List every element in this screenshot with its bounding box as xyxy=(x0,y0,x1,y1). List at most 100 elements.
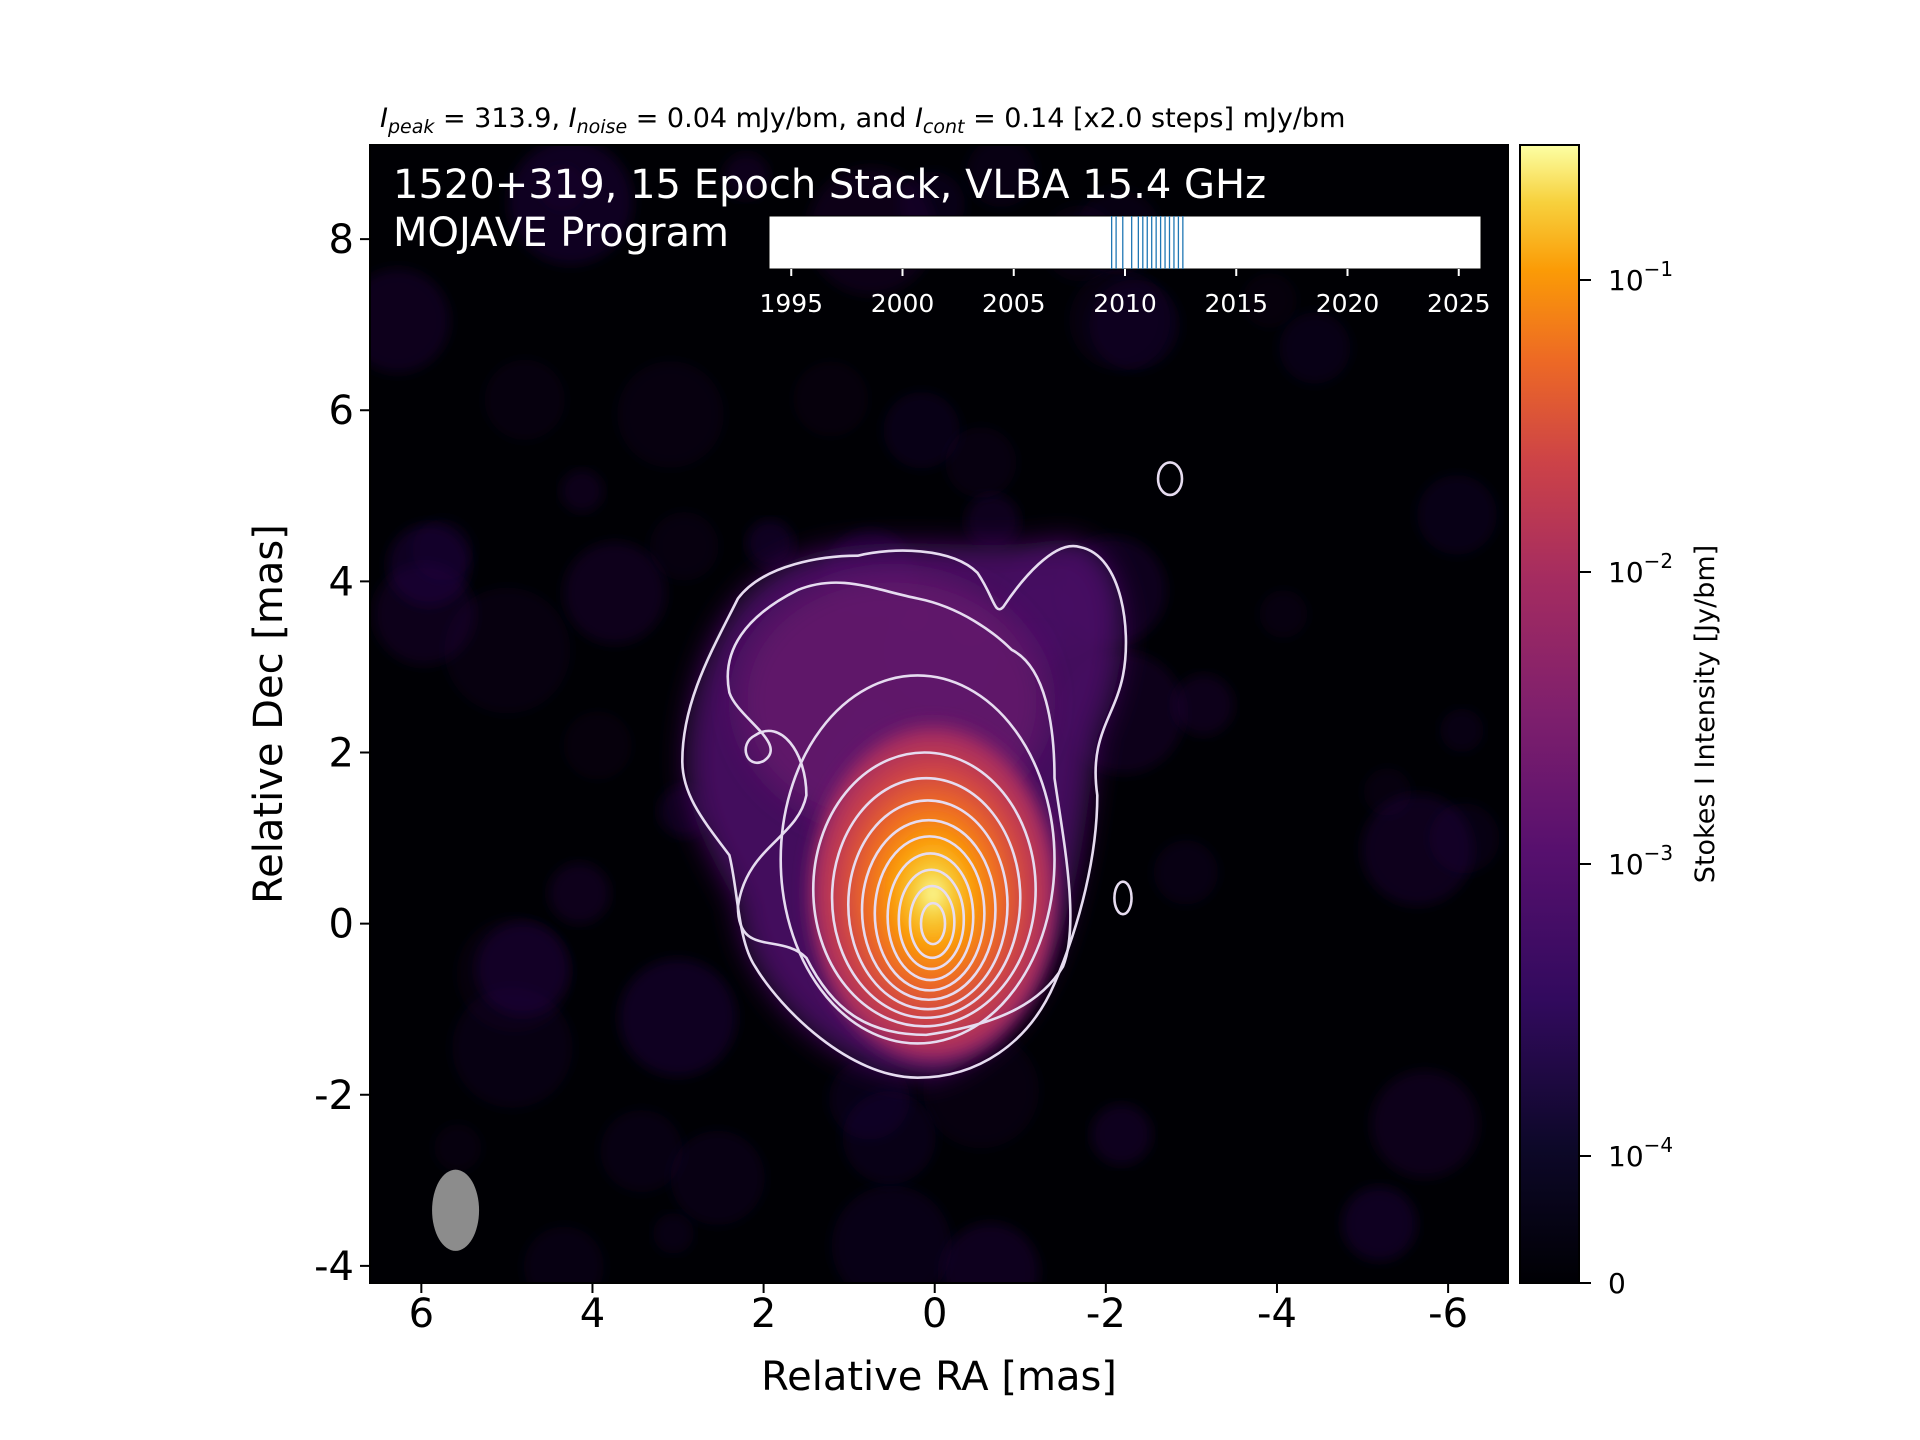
noise-blob xyxy=(966,145,1036,207)
contour-level-1 xyxy=(681,544,1128,1079)
chart-title: Ipeak = 313.9, Inoise = 0.04 mJy/bm, and… xyxy=(380,103,1345,138)
title-part: noise xyxy=(577,116,628,138)
noise-blob xyxy=(434,1124,482,1172)
epoch-timeline: 1995 2000 2005 2010 2015 2020 2025 xyxy=(759,215,1491,318)
y-tick-label: 4 xyxy=(329,559,354,605)
noise-blob xyxy=(842,1091,936,1185)
x-tick-label: 0 xyxy=(922,1291,947,1337)
contour-island xyxy=(1156,461,1184,497)
noise-blob xyxy=(1153,840,1218,905)
colorbar-label: Stokes I Intensity [Jy/bm] xyxy=(1690,545,1721,883)
x-axis: 6 4 2 0 -2 -4 -6 xyxy=(409,1283,1468,1337)
timeline-tick-label: 1995 xyxy=(759,289,823,318)
timeline-tick-label: 2020 xyxy=(1316,289,1380,318)
noise-blob xyxy=(617,361,724,468)
noise-blob xyxy=(746,519,794,568)
timeline-tick-label: 2000 xyxy=(871,289,935,318)
title-part: = 0.14 [x2.0 steps] mJy/bm xyxy=(964,103,1345,134)
noise-blob xyxy=(523,1226,604,1283)
noise-blob xyxy=(1173,674,1234,736)
colorbar-gradient xyxy=(1519,144,1580,1284)
y-axis: 8 6 4 2 0 -2 -4 xyxy=(314,217,370,1290)
title-part: I xyxy=(915,103,923,134)
title-part: = 313.9, xyxy=(434,103,568,134)
y-tick-label: 2 xyxy=(329,731,354,777)
noise-blob xyxy=(793,361,869,437)
x-tick-label: 2 xyxy=(751,1291,776,1337)
contour-level-8 xyxy=(873,835,986,992)
noise-blob xyxy=(370,269,450,373)
x-tick-label: -6 xyxy=(1428,1291,1468,1337)
noise-blob xyxy=(649,511,719,581)
colorbar-tick-label: 10−2 xyxy=(1608,549,1673,589)
contour-level-5 xyxy=(830,776,1022,1020)
colorbar-tick-label: 10−1 xyxy=(1608,257,1673,297)
noise-blob xyxy=(965,494,1020,548)
timeline-tick-label: 2010 xyxy=(1093,289,1157,318)
noise-blob xyxy=(1242,273,1297,328)
noise-blob xyxy=(1259,590,1308,638)
noise-blob xyxy=(941,1223,1039,1283)
noise-blob xyxy=(619,958,737,1077)
contour-level-2 xyxy=(726,581,1072,1037)
colorbar: 10−1 10−2 10−3 10−4 0 Stokes I Intensity [Jy… xyxy=(1519,144,1721,1300)
x-tick-label: -4 xyxy=(1257,1291,1297,1337)
plot-area xyxy=(369,144,1509,1284)
noise-blob xyxy=(563,711,632,780)
contour-level-12 xyxy=(919,901,947,946)
title-part: peak xyxy=(387,116,435,138)
y-tick-label: 0 xyxy=(329,902,354,948)
title-part: = 0.04 mJy/bm, and xyxy=(627,103,915,134)
x-axis-label: Relative RA [mas] xyxy=(761,1354,1117,1400)
title-part: I xyxy=(569,103,577,134)
x-tick-label: -2 xyxy=(1086,1291,1126,1337)
noise-blob xyxy=(538,163,586,212)
y-tick-label: 8 xyxy=(329,217,354,263)
noise-blob xyxy=(387,523,470,606)
noise-blob xyxy=(945,427,1017,498)
contour-level-3 xyxy=(779,674,1056,1045)
contour-level-6 xyxy=(846,799,1009,1011)
timeline-tick-label: 2005 xyxy=(982,289,1046,318)
contour-level-9 xyxy=(886,852,975,982)
y-tick-label: -4 xyxy=(314,1244,354,1290)
plot-frame xyxy=(369,144,1509,1284)
noise-blob xyxy=(653,1213,694,1254)
contour-level-7 xyxy=(860,818,997,1002)
noise-blob xyxy=(600,1109,683,1193)
y-axis-label: Relative Dec [mas] xyxy=(246,524,292,904)
timeline-tick-label: 2025 xyxy=(1427,289,1491,318)
noise-blob xyxy=(723,153,769,199)
noise-blob xyxy=(1417,475,1497,555)
noise-blob xyxy=(1069,269,1171,371)
contour-level-10 xyxy=(897,868,966,971)
noise-blob xyxy=(670,1130,765,1225)
title-part: cont xyxy=(923,116,966,138)
noise-blob xyxy=(1371,1070,1479,1178)
noise-blob xyxy=(476,922,569,1016)
colorbar-tick-label: 0 xyxy=(1608,1267,1626,1300)
overlay-source-label: 1520+319, 15 Epoch Stack, VLBA 15.4 GHz xyxy=(393,162,1266,208)
noise-blob xyxy=(444,587,571,714)
title-part: I xyxy=(380,103,388,134)
timeline-box xyxy=(768,215,1482,270)
x-tick-label: 4 xyxy=(580,1291,605,1337)
colorbar-tick-label: 10−4 xyxy=(1608,1133,1673,1173)
colorbar-tick-label: 10−3 xyxy=(1608,841,1673,881)
overlay-program-label: MOJAVE Program xyxy=(393,210,729,256)
beam-ellipse xyxy=(432,1169,480,1251)
noise-blob xyxy=(883,392,960,469)
colorbar-ticks: 10−1 10−2 10−3 10−4 0 xyxy=(1579,257,1673,1300)
noise-blob xyxy=(831,1185,952,1283)
noise-blob xyxy=(1440,708,1484,753)
timeline-tick-label: 2015 xyxy=(1204,289,1268,318)
x-tick-label: 6 xyxy=(409,1291,434,1337)
noise-blob xyxy=(563,542,666,644)
y-tick-label: 6 xyxy=(329,388,354,434)
contour-level-11 xyxy=(908,884,956,960)
noise-blob xyxy=(1279,312,1351,384)
noise-blob xyxy=(484,359,566,441)
noise-blob xyxy=(1429,803,1500,874)
contour-island xyxy=(1113,880,1133,916)
